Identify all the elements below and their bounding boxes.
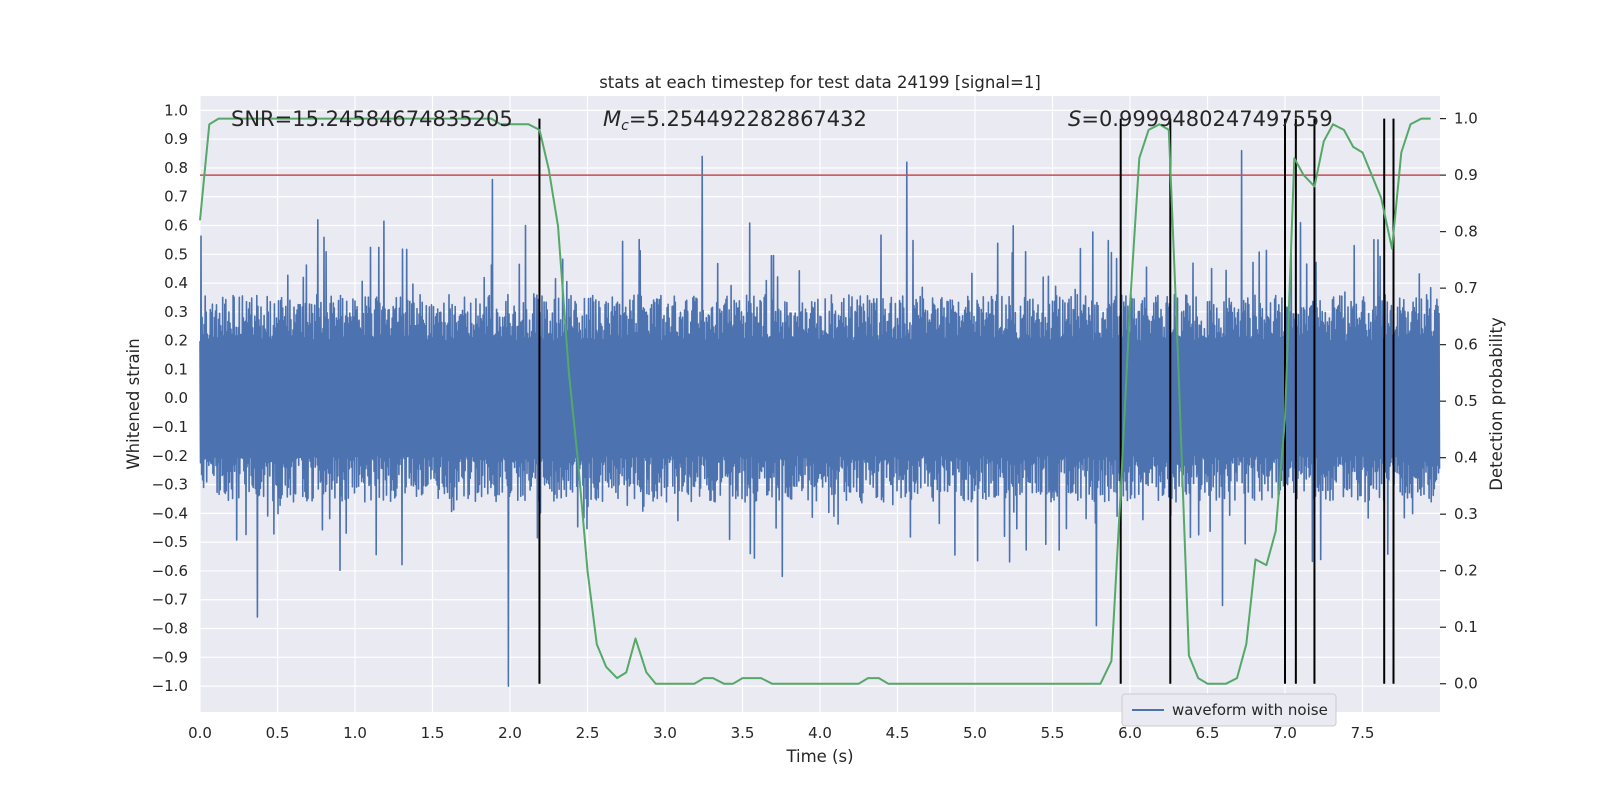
y-axis-right-ticks: 1.0 0.9 0.8 0.7 0.6 0.5 0.4 0.3 0.2 0.1 0.0 xyxy=(1440,110,1478,693)
annotation-label: Mc=5.254492282867432 xyxy=(603,107,867,134)
y-right-tick-label: 0.3 xyxy=(1454,505,1478,523)
x-tick-label: 6.0 xyxy=(1118,724,1142,742)
x-axis-label: Time (s) xyxy=(785,747,853,766)
x-tick-label: 3.5 xyxy=(731,724,755,742)
y-right-tick-label: 0.2 xyxy=(1454,562,1478,580)
legend: waveform with noise xyxy=(1121,693,1337,727)
y-tick-label: −0.5 xyxy=(152,533,188,551)
y-tick-label: −1.0 xyxy=(152,677,188,695)
y-right-tick-label: 0.5 xyxy=(1454,392,1478,410)
y-right-tick-label: 0.4 xyxy=(1454,449,1478,467)
y-right-tick-label: 0.7 xyxy=(1454,279,1478,297)
legend-entry: waveform with noise xyxy=(1172,701,1328,719)
y-tick-label: −0.6 xyxy=(152,562,188,580)
x-tick-label: 7.0 xyxy=(1273,724,1297,742)
x-tick-label: 6.5 xyxy=(1196,724,1220,742)
annotations: SNR=15.24584674835205 Mc=5.25449228286743… xyxy=(231,107,1333,134)
y-tick-label: 0.3 xyxy=(164,303,188,321)
y-tick-label: 0.8 xyxy=(164,159,188,177)
legend-box xyxy=(1121,693,1337,727)
y-tick-label: 0.5 xyxy=(164,245,188,263)
x-tick-label: 2.5 xyxy=(576,724,600,742)
y-right-tick-label: 1.0 xyxy=(1454,110,1478,128)
y-tick-label: −0.1 xyxy=(152,418,188,436)
y-tick-label: −0.8 xyxy=(152,620,188,638)
y-right-tick-label: 0.1 xyxy=(1454,618,1478,636)
x-tick-label: 5.5 xyxy=(1041,724,1065,742)
x-tick-label: 7.5 xyxy=(1351,724,1375,742)
annotation-label: SNR=15.24584674835205 xyxy=(231,107,513,131)
chart-title: stats at each timestep for test data 241… xyxy=(599,73,1041,92)
y-right-tick-label: 0.0 xyxy=(1454,675,1478,693)
y-right-tick-label: 0.9 xyxy=(1454,166,1478,184)
y-tick-label: −0.3 xyxy=(152,476,188,494)
y-tick-label: 0.2 xyxy=(164,332,188,350)
x-tick-label: 1.5 xyxy=(421,724,445,742)
x-tick-label: 4.5 xyxy=(886,724,910,742)
y-tick-label: 0.7 xyxy=(164,188,188,206)
probability-series xyxy=(199,117,1431,685)
waveform-series xyxy=(199,149,1441,687)
y-tick-label: 0.6 xyxy=(164,217,188,235)
y-tick-label: −0.4 xyxy=(152,504,188,522)
vertical-lines xyxy=(538,118,1395,684)
x-tick-label: 3.0 xyxy=(653,724,677,742)
y-tick-label: −0.9 xyxy=(152,648,188,666)
y-tick-label: −0.7 xyxy=(152,591,188,609)
y-tick-label: 1.0 xyxy=(164,101,188,119)
y-axis-right-label: Detection probability xyxy=(1487,317,1506,491)
annotation-label: S=0.9999480247497559 xyxy=(1068,107,1333,131)
x-tick-label: 5.0 xyxy=(963,724,987,742)
x-tick-label: 1.0 xyxy=(343,724,367,742)
y-axis-label: Whitened strain xyxy=(124,338,143,469)
y-tick-label: 0.0 xyxy=(164,389,188,407)
x-tick-label: 0.5 xyxy=(266,724,290,742)
y-right-tick-label: 0.8 xyxy=(1454,223,1478,241)
y-tick-label: 0.4 xyxy=(164,274,188,292)
y-tick-label: 0.9 xyxy=(164,130,188,148)
x-tick-label: 2.0 xyxy=(498,724,522,742)
y-right-tick-label: 0.6 xyxy=(1454,336,1478,354)
y-axis-ticks: 1.0 0.9 0.8 0.7 0.6 0.5 0.4 0.3 0.2 0.1 0.0 −0.1 −0.… xyxy=(152,101,188,695)
y-tick-label: 0.1 xyxy=(164,360,188,378)
probability-line xyxy=(199,117,1431,685)
y-tick-label: −0.2 xyxy=(152,447,188,465)
x-tick-label: 4.0 xyxy=(808,724,832,742)
x-tick-label: 0.0 xyxy=(188,724,212,742)
waveform-line xyxy=(199,149,1441,687)
x-axis-ticks: 0.0 0.5 1.0 1.5 2.0 2.5 3.0 3.5 4.0 4.5 5.0 5.5 6.0 6… xyxy=(188,724,1374,742)
